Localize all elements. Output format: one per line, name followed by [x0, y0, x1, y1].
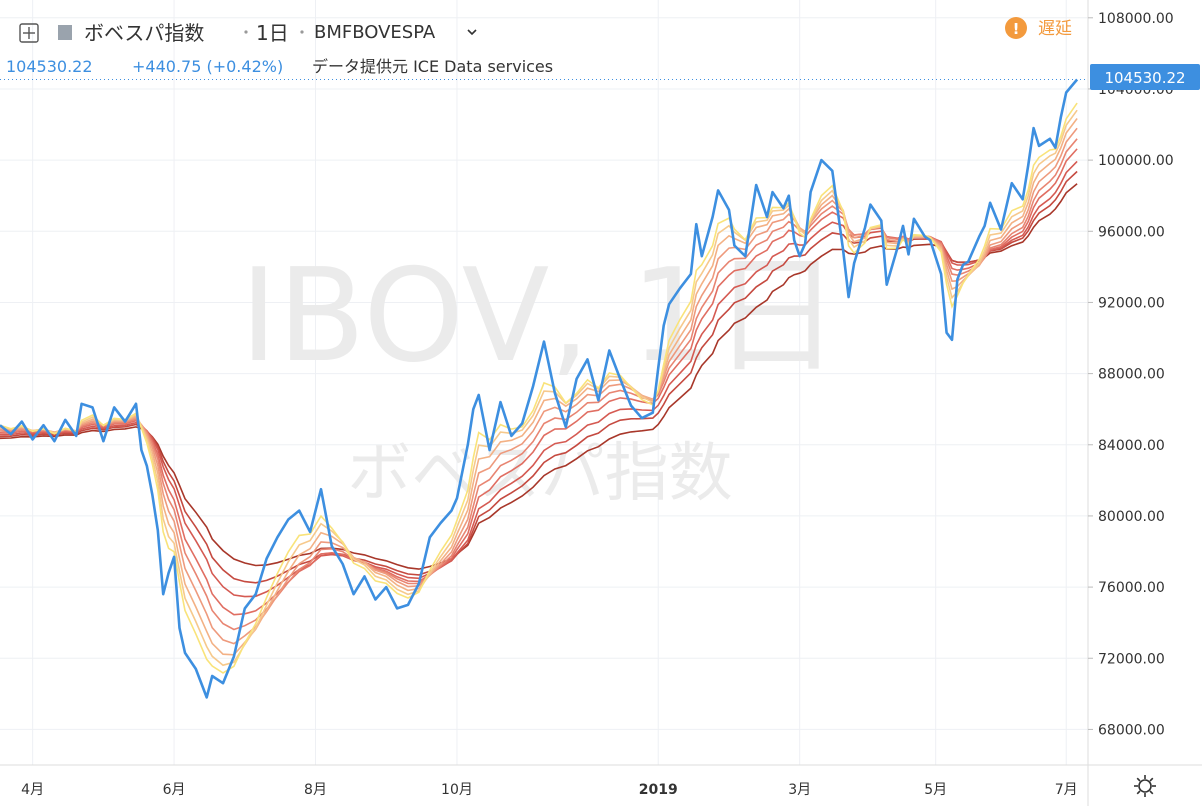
y-tick-label: 88000.00	[1098, 367, 1165, 383]
y-tick-label: 96000.00	[1098, 224, 1165, 240]
separator-dot	[300, 30, 304, 34]
x-tick-label: 3月	[788, 782, 811, 798]
x-tick-label: 10月	[441, 782, 473, 798]
delayed-label: 遅延	[1038, 19, 1072, 39]
y-tick-label: 68000.00	[1098, 722, 1165, 738]
x-tick-label: 7月	[1055, 782, 1078, 798]
alert-icon	[1005, 17, 1027, 39]
ema-line-9	[0, 183, 1078, 570]
last-price: 104530.22	[6, 57, 93, 76]
watermark-sub: ボベスパ指数	[347, 437, 732, 511]
grid	[0, 0, 1088, 765]
price-change: +440.75 (+0.42%)	[132, 57, 283, 76]
interval-label[interactable]: 1日	[256, 21, 289, 45]
symbol-name[interactable]: ボベスパ指数	[84, 21, 204, 45]
chevron-down-icon[interactable]	[467, 29, 477, 36]
price-badge-value: 104530.22	[1104, 69, 1185, 87]
gear-icon[interactable]	[1134, 775, 1156, 797]
y-tick-label: 76000.00	[1098, 580, 1165, 596]
x-tick-label: 2019	[639, 782, 678, 798]
y-tick-label: 72000.00	[1098, 651, 1165, 667]
price-line	[0, 78, 1079, 699]
x-tick-label: 8月	[304, 782, 327, 798]
y-tick-label: 100000.00	[1098, 153, 1174, 169]
ticker-label[interactable]: BMFBOVESPA	[314, 22, 436, 43]
legend-header: ボベスパ指数 1日 BMFBOVESPA 104530.22 +440.75 (…	[6, 21, 553, 76]
x-tick-label: 6月	[163, 782, 186, 798]
x-tick-label: 5月	[924, 782, 947, 798]
price-badge: 104530.22	[1090, 64, 1200, 90]
delayed-indicator[interactable]: ! 遅延	[1005, 17, 1072, 39]
watermark-main: IBOV, 1日	[240, 242, 840, 391]
x-tick-label: 4月	[21, 782, 44, 798]
separator-dot	[244, 30, 248, 34]
time-axis[interactable]: 4月 6月 8月 10月 2019 3月 5月 7月	[21, 782, 1078, 798]
price-series	[0, 78, 1079, 699]
price-axis[interactable]: 108000.00104000.00100000.0096000.0092000…	[1088, 11, 1174, 739]
svg-text:!: !	[1013, 20, 1020, 38]
y-tick-label: 92000.00	[1098, 295, 1165, 311]
symbol-flag-icon	[58, 25, 72, 40]
data-provider: データ提供元 ICE Data services	[312, 57, 553, 76]
collapse-toggle[interactable]	[19, 23, 39, 43]
y-tick-label: 84000.00	[1098, 438, 1165, 454]
y-tick-label: 80000.00	[1098, 509, 1165, 525]
y-tick-label: 108000.00	[1098, 11, 1174, 27]
